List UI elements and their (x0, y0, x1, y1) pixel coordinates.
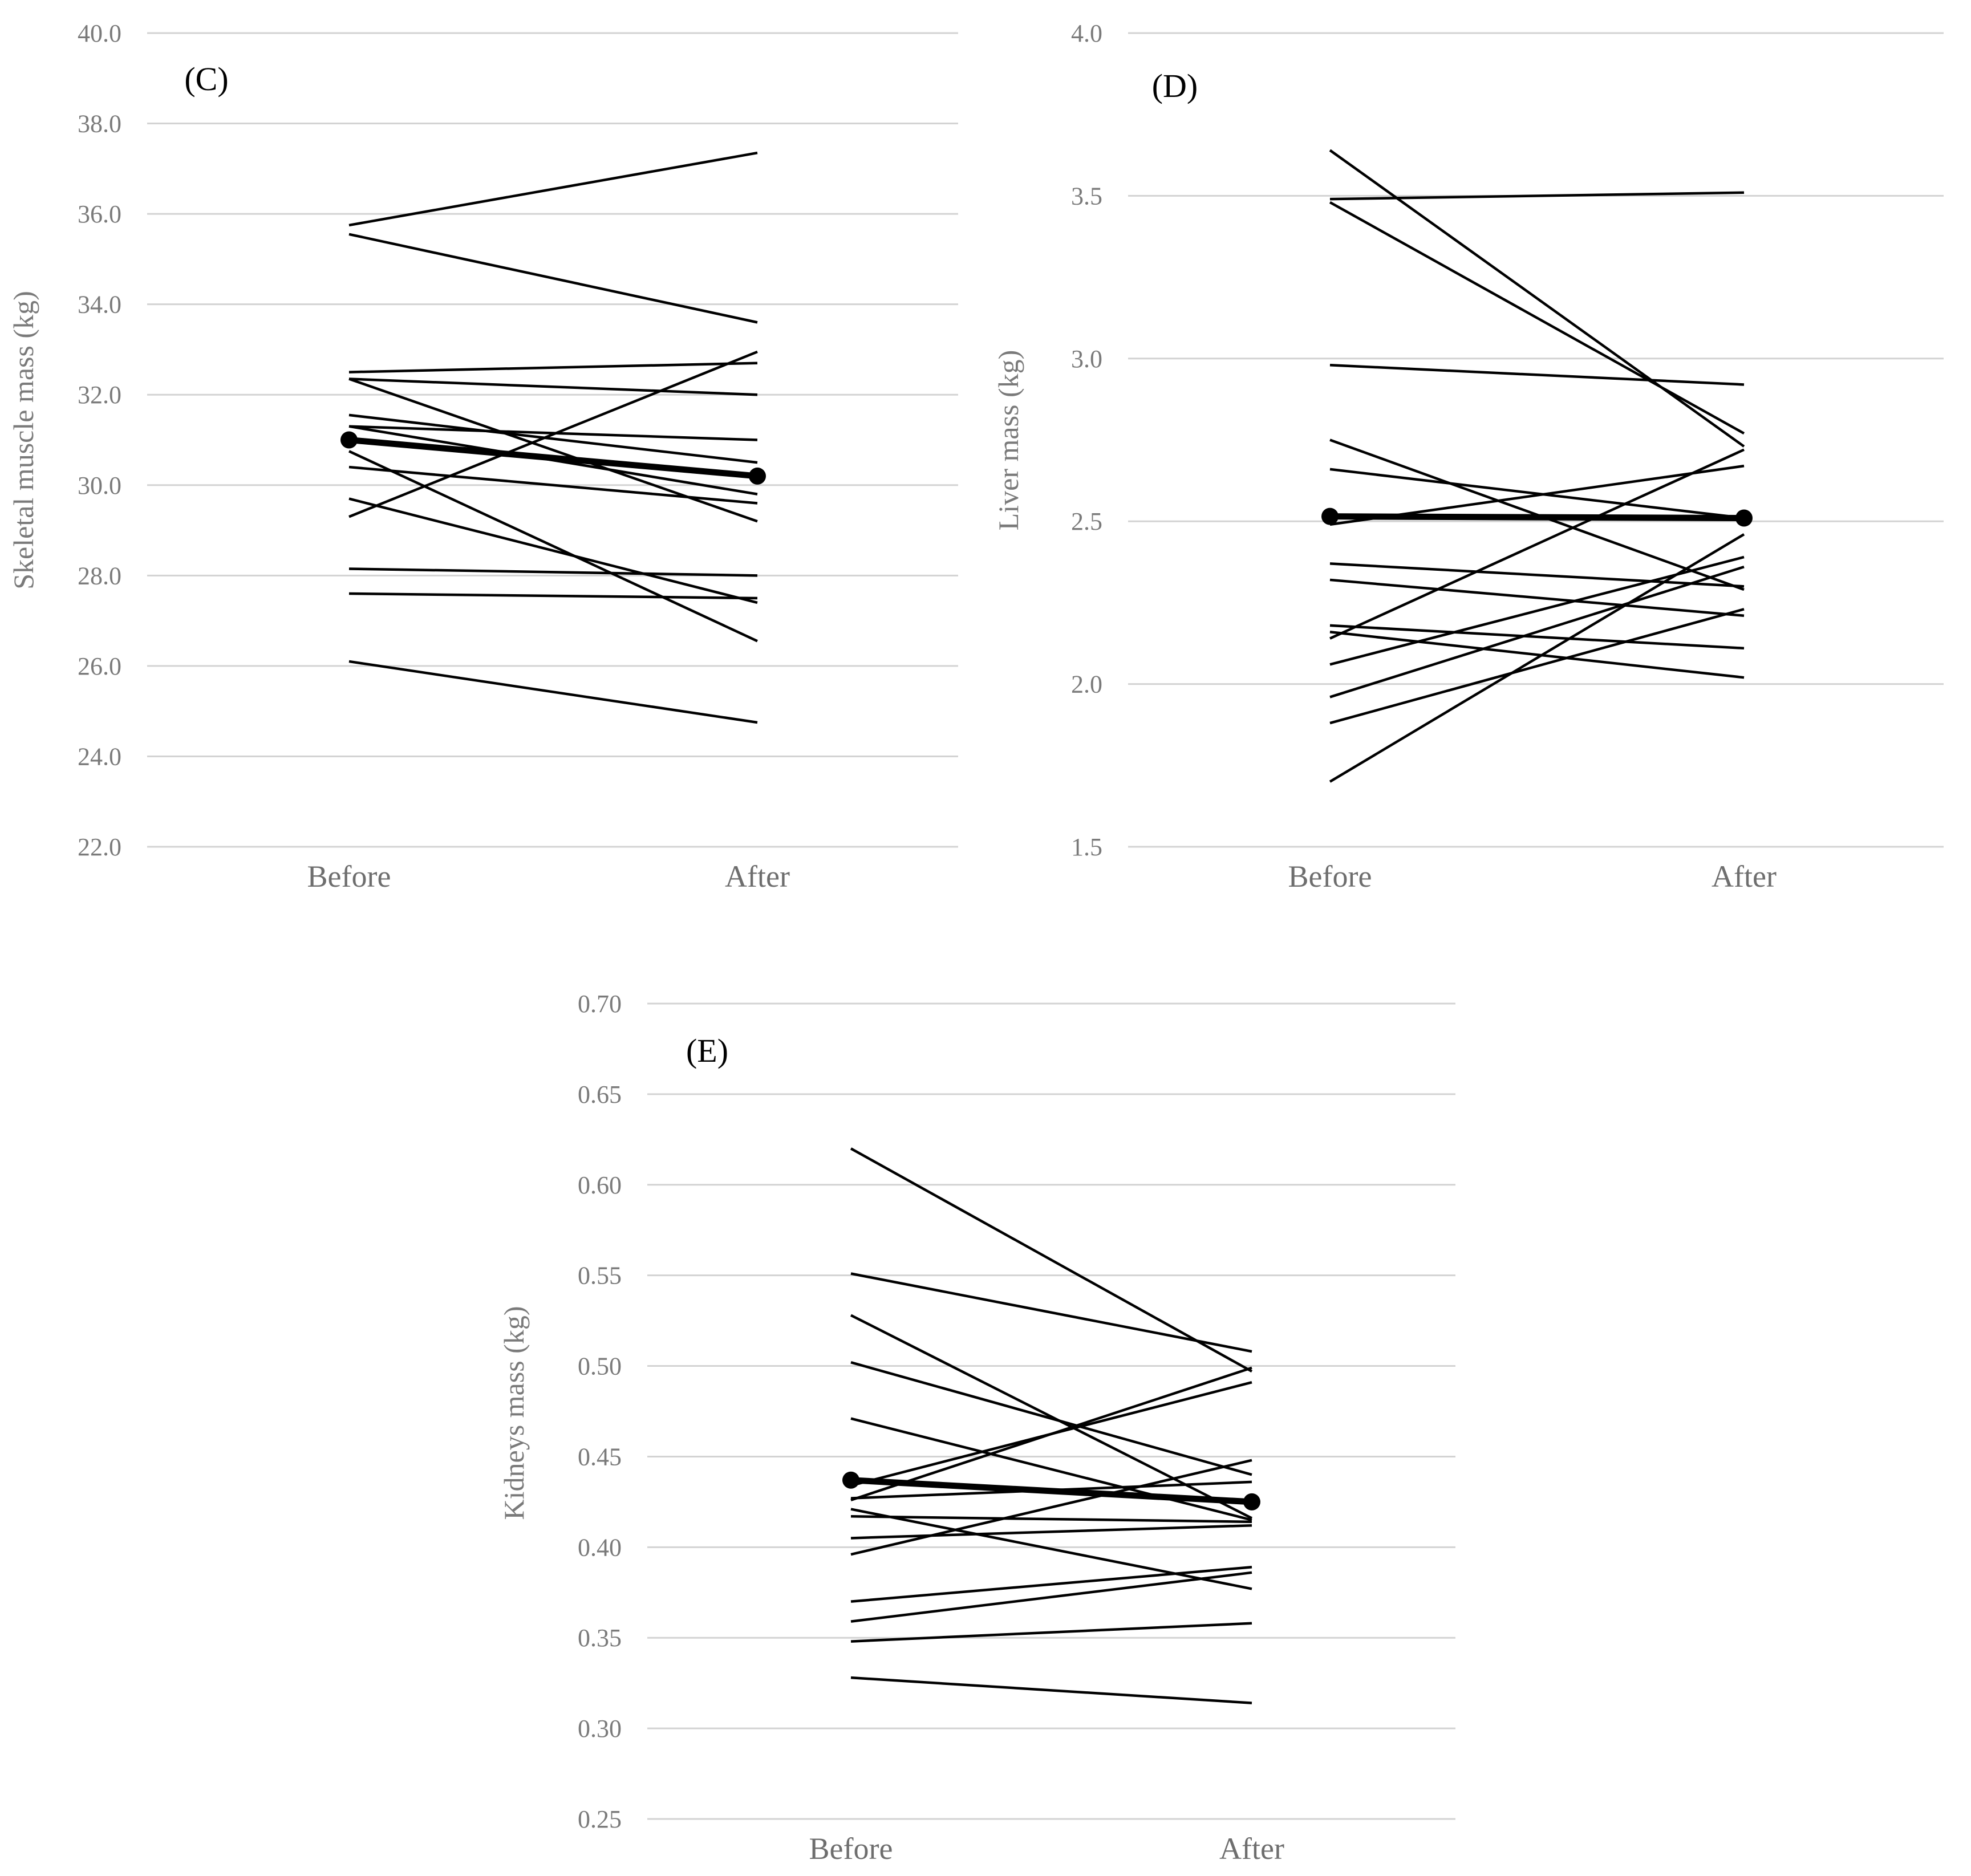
series-line (348, 377, 758, 523)
series-line (850, 1459, 1252, 1556)
series-line (850, 1566, 1252, 1603)
y-tick-label: 0.40 (578, 1533, 622, 1561)
series-line (850, 1515, 1252, 1524)
series-line (850, 1622, 1252, 1643)
panel-d: 1.5 2.0 2.5 3.0 3.5 4.0 Before After Liver mass … (992, 19, 1944, 894)
series-line (348, 450, 758, 643)
y-tick-label: 0.25 (578, 1805, 622, 1833)
series-line (348, 233, 758, 324)
series-line (348, 413, 758, 464)
y-tick-label: 0.65 (578, 1081, 622, 1108)
series-line (348, 592, 758, 600)
x-tick-label: Before (1288, 859, 1372, 894)
y-tick-label: 0.35 (578, 1624, 622, 1652)
series-line (348, 151, 758, 227)
highlighted-series-line (1329, 191, 1745, 201)
mean-point-after (1735, 509, 1753, 527)
series-line (348, 660, 758, 724)
series-line (1329, 468, 1745, 519)
series-line (850, 1676, 1252, 1704)
series-line (348, 567, 758, 577)
series-line (1329, 201, 1745, 435)
y-tick-label: 0.60 (578, 1171, 622, 1199)
x-tick-label: After (1712, 859, 1777, 894)
series-line (850, 1366, 1252, 1501)
mean-point-before (842, 1471, 859, 1489)
y-tick-label: 4.0 (1071, 19, 1102, 47)
y-tick-label: 26.0 (78, 652, 121, 680)
panel-c: 22.0 24.0 26.0 28.0 30.0 32.0 34.0 36.0 38.0 40.0… (7, 19, 958, 894)
y-tick-label: 40.0 (78, 19, 121, 47)
x-tick-label: Before (307, 859, 391, 894)
series-line (348, 465, 758, 505)
series-line (1329, 631, 1745, 679)
mean-line (850, 1477, 1252, 1505)
y-tick-label: 38.0 (78, 110, 121, 138)
y-tick-label: 1.5 (1071, 833, 1102, 861)
y-tick-label: 24.0 (78, 742, 121, 770)
y-tick-label: 3.0 (1071, 345, 1102, 373)
series-line (348, 497, 758, 604)
mean-point-before (340, 431, 358, 449)
x-tick-label: Before (809, 1832, 893, 1866)
y-tick-label: 3.5 (1071, 182, 1102, 210)
x-tick-label: After (725, 859, 790, 894)
y-axis-label: Kidneys mass (kg) (498, 1306, 530, 1520)
series-line (850, 1361, 1252, 1476)
y-tick-label: 30.0 (78, 472, 121, 500)
panel-label: (D) (1152, 67, 1198, 104)
y-tick-label: 0.55 (578, 1262, 622, 1290)
mean-point-after (749, 467, 766, 485)
y-tick-label: 0.50 (578, 1353, 622, 1380)
y-axis-label: Liver mass (kg) (992, 350, 1024, 531)
mean-line (1329, 513, 1745, 521)
series-line (850, 1314, 1253, 1520)
y-tick-label: 0.45 (578, 1443, 622, 1471)
y-tick-label: 22.0 (78, 833, 121, 861)
y-tick-label: 2.5 (1071, 507, 1102, 535)
highlighted-series-line (348, 362, 758, 373)
series-line (850, 1524, 1252, 1540)
y-axis-label: Skeletal muscle mass (kg) (7, 291, 39, 590)
series-line (1329, 608, 1745, 725)
panel-label: (E) (686, 1032, 728, 1069)
x-tick-label: After (1219, 1832, 1284, 1866)
series-line (1329, 565, 1745, 699)
series-line (850, 1147, 1253, 1373)
y-tick-label: 32.0 (78, 381, 121, 409)
highlighted-series-line (850, 1272, 1252, 1353)
series-line (850, 1571, 1252, 1623)
y-tick-label: 0.30 (578, 1715, 622, 1743)
series-line (1329, 562, 1745, 588)
series-line (1329, 624, 1745, 650)
series-line (348, 377, 758, 396)
y-tick-label: 28.0 (78, 562, 121, 590)
series-line (1329, 363, 1745, 386)
panel-e: 0.25 0.30 0.35 0.40 0.45 0.50 0.55 0.60 0.65 0.70… (498, 990, 1455, 1866)
series-line (1329, 533, 1745, 783)
mean-point-after (1243, 1493, 1260, 1510)
y-tick-label: 0.70 (578, 990, 622, 1018)
series-line (850, 1417, 1252, 1521)
mean-line (348, 437, 758, 480)
y-tick-label: 36.0 (78, 200, 121, 228)
y-tick-label: 34.0 (78, 291, 121, 319)
mean-point-before (1321, 507, 1339, 525)
series-line (1329, 149, 1745, 448)
series-line (850, 1508, 1252, 1590)
panel-label: (C) (184, 60, 228, 98)
y-tick-label: 2.0 (1071, 671, 1102, 699)
series-line (1329, 578, 1745, 617)
series-line (1329, 448, 1745, 640)
series-line (348, 350, 758, 518)
